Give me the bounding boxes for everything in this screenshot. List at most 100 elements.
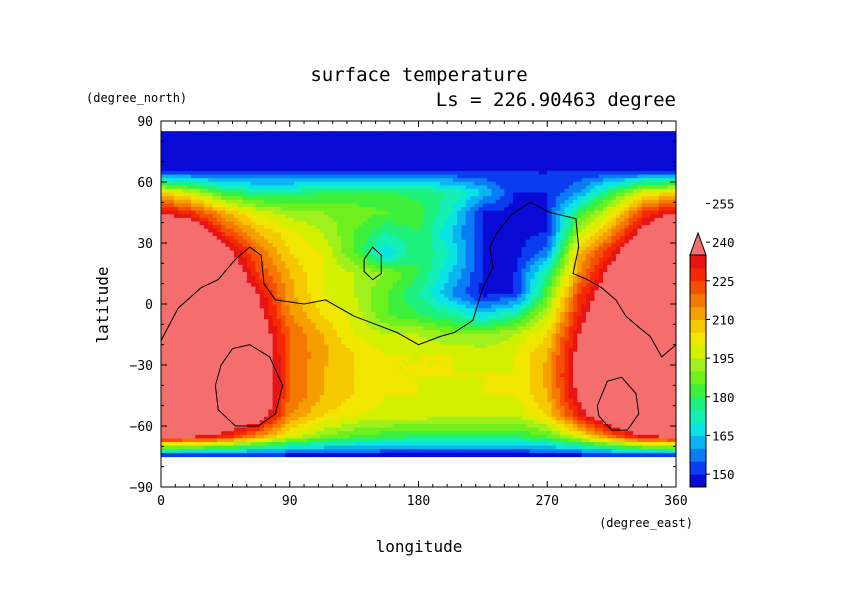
heatmap-cell bbox=[319, 167, 325, 172]
heatmap-cell bbox=[594, 167, 600, 172]
heatmap-cell bbox=[611, 257, 617, 262]
heatmap-cell bbox=[324, 214, 329, 219]
heatmap-cell bbox=[525, 156, 531, 161]
heatmap-cell bbox=[362, 142, 368, 147]
heatmap-cell bbox=[658, 131, 664, 136]
heatmap-cell bbox=[547, 246, 553, 252]
heatmap-cell bbox=[474, 131, 480, 136]
heatmap-cell bbox=[233, 217, 239, 223]
heatmap-cell bbox=[603, 199, 608, 205]
heatmap-cell bbox=[332, 185, 338, 190]
heatmap-cell bbox=[637, 163, 643, 168]
heatmap-cell bbox=[332, 246, 338, 252]
heatmap-cell bbox=[242, 163, 248, 168]
heatmap-cell bbox=[555, 196, 561, 201]
heatmap-cell bbox=[289, 170, 295, 176]
heatmap-cell bbox=[375, 196, 381, 201]
heatmap-cell bbox=[259, 131, 265, 136]
heatmap-cell bbox=[259, 192, 265, 197]
heatmap-cell bbox=[633, 225, 638, 230]
heatmap-cell bbox=[182, 250, 188, 255]
heatmap-cell bbox=[534, 235, 540, 241]
heatmap-cell bbox=[654, 257, 660, 262]
heatmap-cell bbox=[474, 189, 480, 194]
heatmap-cell bbox=[650, 145, 656, 150]
heatmap-cell bbox=[457, 138, 463, 143]
heatmap-cell bbox=[551, 199, 557, 205]
heatmap-cell bbox=[457, 272, 463, 277]
heatmap-cell bbox=[362, 243, 368, 248]
heatmap-cell bbox=[178, 131, 184, 136]
heatmap-cell bbox=[444, 131, 450, 136]
heatmap-cell bbox=[448, 196, 454, 201]
heatmap-cell bbox=[186, 192, 192, 197]
heatmap-cell bbox=[375, 264, 381, 270]
heatmap-cell bbox=[534, 174, 540, 179]
heatmap-cell bbox=[611, 152, 617, 158]
heatmap-cell bbox=[298, 235, 304, 241]
heatmap-cell bbox=[345, 185, 351, 190]
heatmap-cell bbox=[251, 235, 257, 241]
heatmap-cell bbox=[345, 196, 351, 201]
x-axis-label: longitude bbox=[376, 537, 463, 556]
heatmap-cell bbox=[448, 272, 454, 277]
heatmap-cell bbox=[165, 239, 171, 244]
heatmap-cell bbox=[229, 228, 235, 233]
heatmap-cell bbox=[538, 152, 544, 158]
heatmap-cell bbox=[225, 246, 231, 252]
heatmap-cell bbox=[607, 134, 613, 139]
heatmap-cell bbox=[324, 170, 329, 176]
heatmap-cell bbox=[560, 217, 566, 223]
heatmap-cell bbox=[598, 250, 604, 255]
heatmap-cell bbox=[504, 149, 510, 154]
heatmap-cell bbox=[512, 181, 518, 186]
heatmap-cell bbox=[508, 156, 514, 161]
heatmap-cell bbox=[289, 246, 295, 252]
heatmap-cell bbox=[212, 210, 218, 215]
heatmap-cell bbox=[208, 185, 214, 190]
heatmap-cell bbox=[315, 174, 321, 179]
heatmap-cell bbox=[362, 272, 368, 277]
heatmap-cell bbox=[547, 261, 553, 266]
heatmap-cell bbox=[319, 142, 325, 147]
heatmap-cell bbox=[225, 138, 231, 143]
heatmap-cell bbox=[624, 235, 630, 241]
heatmap-cell bbox=[624, 207, 630, 212]
heatmap-cell bbox=[367, 268, 372, 273]
heatmap-cell bbox=[246, 268, 252, 273]
heatmap-cell bbox=[478, 243, 484, 248]
heatmap-cell bbox=[615, 138, 621, 143]
heatmap-cell bbox=[448, 174, 454, 179]
heatmap-cell bbox=[276, 145, 282, 150]
heatmap-cell bbox=[328, 221, 334, 226]
heatmap-cell bbox=[615, 178, 621, 183]
heatmap-cell bbox=[551, 264, 557, 270]
heatmap-cell bbox=[255, 167, 261, 172]
heatmap-cell bbox=[495, 207, 501, 212]
heatmap-cell bbox=[671, 189, 676, 194]
heatmap-cell bbox=[203, 156, 209, 161]
heatmap-cell bbox=[607, 142, 613, 147]
heatmap-cell bbox=[461, 131, 467, 136]
heatmap-cell bbox=[495, 138, 501, 143]
heatmap-cell bbox=[229, 254, 235, 259]
heatmap-cell bbox=[354, 221, 360, 226]
heatmap-cell bbox=[216, 214, 222, 219]
heatmap-cell bbox=[418, 261, 424, 266]
heatmap-cell bbox=[276, 228, 282, 233]
heatmap-cell bbox=[461, 203, 467, 208]
heatmap-cell bbox=[615, 243, 621, 248]
heatmap-cell bbox=[349, 160, 355, 165]
heatmap-cell bbox=[611, 192, 617, 197]
heatmap-cell bbox=[161, 134, 166, 139]
heatmap-cell bbox=[165, 261, 171, 266]
heatmap-cell bbox=[452, 167, 458, 172]
heatmap-cell bbox=[276, 272, 282, 277]
heatmap-cell bbox=[517, 246, 523, 252]
heatmap-cell bbox=[422, 268, 428, 273]
heatmap-cell bbox=[371, 149, 377, 154]
heatmap-cell bbox=[444, 221, 450, 226]
heatmap-cell bbox=[590, 264, 596, 270]
heatmap-cell bbox=[178, 145, 184, 150]
heatmap-cell bbox=[542, 138, 548, 143]
